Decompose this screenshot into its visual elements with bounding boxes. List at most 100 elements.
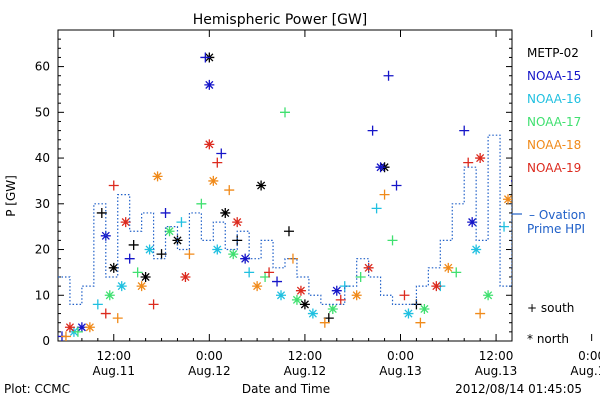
noaa-16-point bbox=[471, 244, 482, 255]
noaa-16-point bbox=[535, 272, 545, 282]
noaa-17-point bbox=[483, 290, 494, 301]
noaa-18-point bbox=[152, 171, 163, 182]
marks-layer bbox=[58, 52, 557, 341]
noaa-19-point bbox=[64, 322, 75, 333]
noaa-16-point bbox=[144, 244, 155, 255]
noaa-18-point bbox=[443, 262, 454, 273]
metp-02-point bbox=[220, 207, 231, 218]
noaa-19-point bbox=[295, 285, 306, 296]
noaa-18-point bbox=[208, 175, 219, 186]
noaa-19-point bbox=[335, 294, 346, 305]
noaa-19-point bbox=[399, 290, 410, 301]
x-tick-label: 0:00 bbox=[387, 349, 414, 363]
y-tick-label: 30 bbox=[35, 197, 50, 211]
noaa-18-point bbox=[319, 317, 330, 328]
noaa-19-point bbox=[463, 157, 474, 168]
x-tick-label: 0:00 bbox=[196, 349, 223, 363]
metp-02-point bbox=[96, 207, 107, 218]
noaa-15-point bbox=[160, 207, 171, 218]
x-tick-label: 12:00 bbox=[288, 349, 323, 363]
noaa-18-point bbox=[184, 249, 195, 260]
noaa-19-point bbox=[547, 185, 557, 195]
noaa-15-point bbox=[367, 125, 378, 136]
noaa-15-point bbox=[467, 217, 478, 228]
metp-02-point bbox=[140, 271, 151, 282]
noaa-17-point bbox=[327, 303, 338, 314]
y-tick-label: 50 bbox=[35, 105, 50, 119]
noaa-18-point bbox=[60, 331, 71, 341]
noaa-16-point bbox=[244, 267, 255, 278]
plot-area: 010203040506012:00Aug.110:00Aug.1212:00A… bbox=[35, 29, 600, 378]
noaa-19-point bbox=[212, 157, 223, 168]
noaa-18-point bbox=[252, 281, 263, 292]
noaa-18-point bbox=[136, 281, 147, 292]
noaa-16-point bbox=[92, 299, 103, 310]
noaa-15-point bbox=[76, 322, 87, 333]
noaa-19-point bbox=[180, 271, 191, 282]
noaa-17-point bbox=[164, 226, 175, 237]
noaa-16-point bbox=[307, 308, 318, 319]
noaa-15-point bbox=[375, 162, 386, 173]
noaa-18-point bbox=[379, 189, 390, 200]
noaa-17-point bbox=[387, 235, 398, 246]
legend-entry: NOAA-18 bbox=[527, 138, 581, 152]
noaa-17-point bbox=[419, 303, 430, 314]
x-tick-date: Aug.14 bbox=[570, 364, 600, 378]
noaa-16-point bbox=[339, 281, 350, 292]
noaa-17-point bbox=[72, 326, 83, 337]
noaa-18-point bbox=[475, 308, 486, 319]
metp-02-point bbox=[232, 235, 243, 246]
noaa-16-point bbox=[371, 203, 382, 214]
noaa-16-point bbox=[116, 281, 127, 292]
y-tick-label: 20 bbox=[35, 243, 50, 257]
noaa-16-point bbox=[276, 290, 287, 301]
legend-entry: NOAA-16 bbox=[527, 92, 581, 106]
noaa-15-point bbox=[216, 148, 227, 159]
noaa-17-point bbox=[196, 198, 207, 209]
footer-credit: Plot: CCMC bbox=[4, 382, 70, 396]
chart-title: Hemispheric Power [GW] bbox=[193, 12, 368, 28]
noaa-18-point bbox=[531, 245, 541, 255]
y-tick-label: 10 bbox=[35, 288, 50, 302]
noaa-15-point bbox=[391, 180, 402, 191]
noaa-15-point bbox=[383, 70, 394, 81]
plot-frame bbox=[57, 29, 513, 342]
noaa-18-point bbox=[224, 185, 235, 196]
x-tick-date: Aug.12 bbox=[188, 364, 231, 378]
noaa-15-point bbox=[200, 52, 211, 63]
noaa-16-point bbox=[499, 221, 510, 232]
noaa-17-point bbox=[451, 267, 462, 278]
noaa-19-point bbox=[515, 62, 525, 72]
metp-02-point bbox=[128, 239, 139, 250]
metp-02-point bbox=[283, 226, 294, 237]
noaa-15-point bbox=[240, 253, 251, 264]
noaa-19-point bbox=[108, 180, 119, 191]
noaa-15-point bbox=[204, 79, 215, 90]
noaa-15-point bbox=[272, 276, 283, 287]
legend-entry: NOAA-17 bbox=[527, 115, 581, 129]
noaa-19-point bbox=[100, 308, 111, 319]
noaa-17-point bbox=[515, 254, 525, 264]
noaa-19-point bbox=[120, 217, 131, 228]
legend-north: * north bbox=[527, 332, 569, 346]
metp-02-point bbox=[256, 180, 267, 191]
x-tick-date: Aug.13 bbox=[475, 364, 518, 378]
noaa-17-point bbox=[291, 294, 302, 305]
noaa-19-point bbox=[264, 267, 275, 278]
noaa-17-point bbox=[104, 290, 115, 301]
footer-timestamp: 2012/08/14 01:45:05 bbox=[455, 382, 582, 396]
y-tick-label: 60 bbox=[35, 60, 50, 74]
metp-02-point bbox=[156, 249, 167, 260]
noaa-17-point bbox=[355, 271, 366, 282]
legend-hpi-label-line2: Prime HPI bbox=[527, 222, 585, 236]
legend-entry: NOAA-19 bbox=[527, 161, 581, 175]
noaa-17-point bbox=[280, 107, 290, 118]
noaa-19-point bbox=[148, 299, 159, 310]
noaa-15-point bbox=[459, 125, 470, 136]
x-tick-date: Aug.12 bbox=[284, 364, 327, 378]
x-tick-label: 12:00 bbox=[479, 349, 514, 363]
metp-02-point bbox=[108, 262, 119, 273]
x-tick-label: 0:00 bbox=[578, 349, 600, 363]
